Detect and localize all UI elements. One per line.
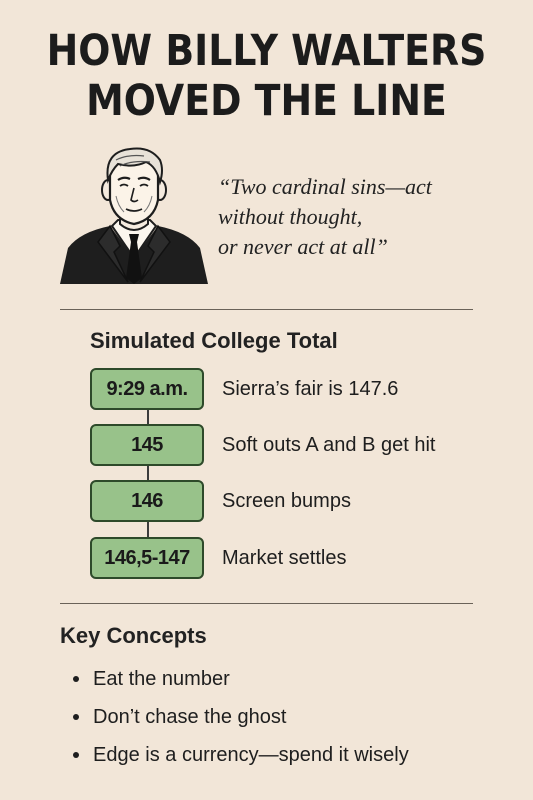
bullet-icon: [73, 714, 79, 720]
timeline-step-text: Screen bumps: [222, 490, 351, 512]
timeline-step-label: 146: [90, 480, 204, 522]
bullet-icon: [73, 676, 79, 682]
tie: [126, 234, 142, 284]
hair: [106, 147, 163, 186]
eyes: [119, 183, 149, 187]
concepts-list: Eat the number Don’t chase the ghost Edg…: [60, 660, 409, 774]
quote-line-2: without thought,: [218, 204, 363, 229]
quote-line-3: or never act at all”: [218, 234, 388, 259]
timeline-step-label: 145: [90, 424, 204, 466]
timeline-step-label: 146,5-147: [90, 537, 204, 579]
list-item: Eat the number: [60, 660, 409, 698]
list-item: Edge is a currency—spend it wisely: [60, 736, 409, 774]
timeline-step-label: 9:29 a.m.: [90, 368, 204, 410]
timeline-heading: Simulated College Total: [90, 328, 338, 353]
timeline-step-text: Soft outs A and B get hit: [222, 434, 436, 456]
portrait-illustration: [60, 147, 208, 284]
timeline-step-text: Sierra’s fair is 147.6: [222, 378, 399, 400]
concept-text: Don’t chase the ghost: [93, 706, 287, 728]
nose: [130, 187, 139, 203]
eyebrows: [117, 176, 151, 181]
suit-jacket: [60, 226, 208, 284]
timeline-connector: [147, 410, 149, 548]
list-item: Don’t chase the ghost: [60, 698, 409, 736]
concepts-heading: Key Concepts: [60, 623, 207, 648]
title-line-1: HOW BILLY WALTERS: [46, 26, 487, 76]
title-line-2: MOVED THE LINE: [86, 76, 447, 126]
right-lapel: [139, 224, 171, 283]
quote-line-1: “Two cardinal sins—act: [218, 174, 432, 199]
divider-bottom: [60, 603, 473, 604]
page-title: HOW BILLY WALTERS MOVED THE LINE: [32, 26, 501, 126]
mouth: [125, 208, 143, 212]
timeline-step-text: Market settles: [222, 547, 347, 569]
bullet-icon: [73, 752, 79, 758]
concept-text: Eat the number: [93, 668, 230, 690]
left-lapel: [97, 224, 129, 283]
concept-text: Edge is a currency—spend it wisely: [93, 744, 409, 766]
quote: “Two cardinal sins—act without thought, …: [218, 172, 518, 262]
divider-top: [60, 309, 473, 310]
